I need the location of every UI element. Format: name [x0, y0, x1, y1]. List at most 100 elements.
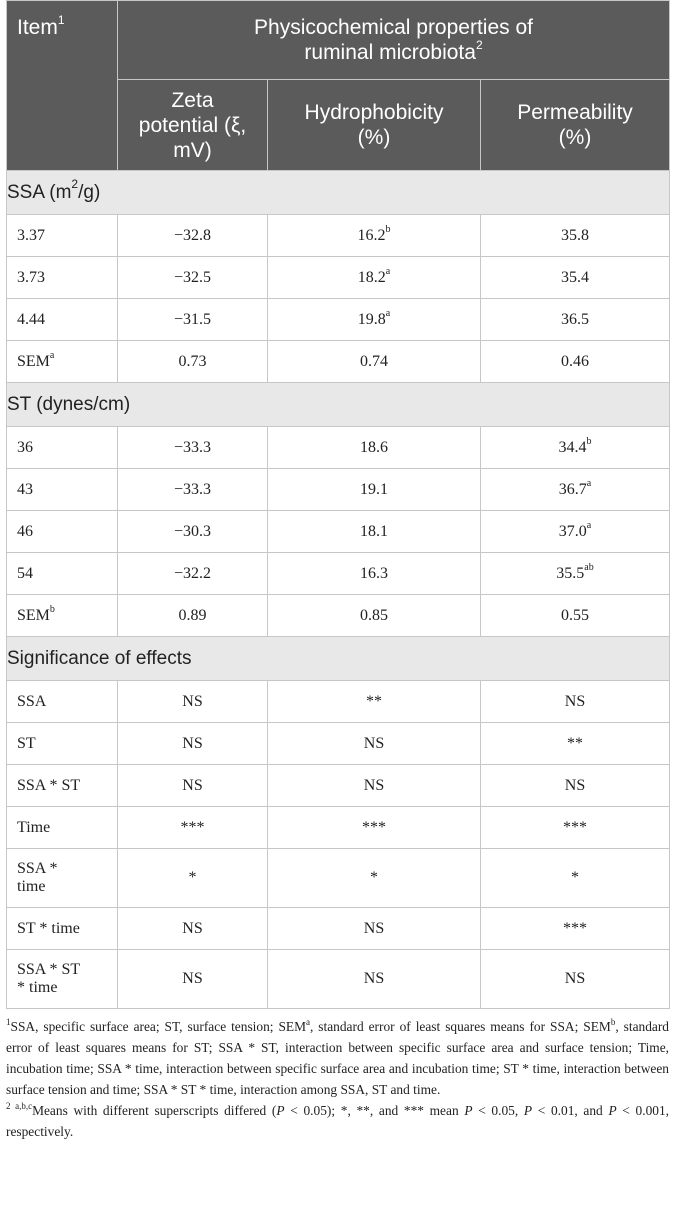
sig-zeta-cell: *** [117, 806, 268, 849]
st-zeta-cell: −32.2 [117, 552, 268, 595]
table-row: SEMa 0.73 0.74 0.46 [6, 340, 671, 383]
st-zeta-cell-value: −33.3 [173, 480, 212, 498]
sig-perm-cell: ** [479, 722, 671, 765]
sig-row-label-value: SSA * ST * time [17, 961, 80, 996]
ssa-zeta-cell-value: −32.8 [173, 226, 212, 244]
sig-row-label-value: SSA * time [17, 860, 58, 895]
st-zeta-cell: 0.89 [117, 594, 268, 637]
sig-zeta-cell-value: NS [182, 734, 203, 752]
header-item-sup: 1 [57, 13, 65, 27]
sig-zeta-cell: NS [117, 949, 268, 1009]
st-hydro-cell: 18.6 [267, 426, 481, 469]
table-row: 4.44 −31.5 19.8a 36.5 [6, 298, 671, 341]
st-perm-cell-value: 0.55 [561, 606, 590, 624]
ssa-row-label: 4.44 [6, 298, 118, 341]
st-row-label-value: 43 [17, 480, 33, 498]
ssa-zeta-cell-value: −31.5 [173, 310, 212, 328]
st-zeta-cell-value: −32.2 [173, 564, 212, 582]
sig-perm-cell: *** [479, 907, 671, 950]
footnote-1-mark: 1 [6, 1016, 11, 1027]
sig-zeta-cell-value: NS [182, 776, 203, 794]
section-st-text: ST (dynes/cm) [7, 393, 131, 415]
sig-hydro-cell: NS [267, 949, 481, 1009]
st-perm-cell: 35.5ab [479, 552, 671, 595]
table-footnotes: 1SSA, specific surface area; ST, surface… [6, 1016, 669, 1142]
st-row-label: 43 [6, 468, 118, 511]
ssa-row-label: 3.37 [6, 214, 118, 257]
footnote-2: 2 a,b,cMeans with different superscripts… [6, 1100, 669, 1142]
sig-perm-cell: NS [479, 680, 671, 723]
table-row: SSA * ST * time NS NS NS [6, 949, 671, 1009]
st-row-label-value: 46 [17, 522, 33, 540]
sig-hydro-cell: ** [267, 680, 481, 723]
footnote-2-text-b: < 0.05); *, **, and *** mean [284, 1103, 465, 1118]
ssa-perm-cell-value: 0.46 [561, 352, 590, 370]
sig-perm-cell-value: ** [567, 734, 584, 752]
table-row: ST NS NS ** [6, 722, 671, 765]
sig-zeta-cell: NS [117, 722, 268, 765]
table-row: SSA * time * * * [6, 848, 671, 908]
st-row-label: SEMb [6, 594, 118, 637]
sig-row-label-value: ST [17, 734, 36, 752]
ssa-zeta-cell: −32.8 [117, 214, 268, 257]
sig-perm-cell: NS [479, 949, 671, 1009]
ssa-perm-cell-value: 35.8 [561, 226, 590, 244]
sig-row-label: ST [6, 722, 118, 765]
st-hydro-cell-value: 16.3 [360, 564, 388, 582]
sig-perm-cell-value: *** [563, 818, 588, 836]
table-row: 54 −32.2 16.3 35.5ab [6, 552, 671, 595]
sig-zeta-cell: NS [117, 907, 268, 950]
ssa-hydro-cell-value: 16.2 [357, 226, 386, 244]
sig-perm-cell-value: *** [563, 919, 588, 937]
footnote-2-mark: 2 a,b,c [6, 1100, 33, 1111]
ssa-hydro-cell-value: 19.8 [357, 310, 386, 328]
footnote-1-text-c: , standard error of least squares means … [6, 1019, 669, 1097]
ssa-hydro-cell-sup: a [385, 308, 391, 320]
st-perm-cell-sup: b [586, 436, 592, 448]
st-hydro-cell: 0.85 [267, 594, 481, 637]
sig-row-label: ST * time [6, 907, 118, 950]
st-perm-cell-value: 35.5 [556, 564, 585, 582]
sig-zeta-cell: * [117, 848, 268, 908]
sig-row-label: SSA * time [6, 848, 118, 908]
header-row-top: Item1 Physicochemical properties of rumi… [6, 0, 671, 171]
st-hydro-cell: 18.1 [267, 510, 481, 553]
st-perm-cell-sup: ab [584, 562, 594, 574]
sig-hydro-cell-value: NS [363, 734, 385, 752]
ssa-zeta-cell: −31.5 [117, 298, 268, 341]
ssa-row-label-value: 3.73 [17, 268, 45, 286]
st-perm-cell: 37.0a [479, 510, 671, 553]
footnote-1-sup-a: a [305, 1016, 310, 1027]
sig-perm-cell: * [479, 848, 671, 908]
st-zeta-cell: −30.3 [117, 510, 268, 553]
header-col-perm: Permeability (%) [479, 79, 671, 171]
sig-perm-cell-value: NS [564, 970, 586, 987]
ssa-row-label-value: SEM [17, 352, 50, 370]
st-perm-cell: 34.4b [479, 426, 671, 469]
table-row: SEMb 0.89 0.85 0.55 [6, 594, 671, 637]
ssa-hydro-cell-sup: b [385, 224, 391, 236]
sig-perm-cell: NS [479, 764, 671, 807]
section-row-st: ST (dynes/cm) [5, 382, 671, 427]
ssa-row-label-value: 4.44 [17, 310, 45, 328]
sig-hydro-cell-value: NS [363, 970, 385, 987]
st-row-label-value: 36 [17, 438, 33, 456]
header-group: Physicochemical properties of ruminal mi… [116, 0, 671, 80]
ssa-perm-cell: 36.5 [479, 298, 671, 341]
ssa-perm-cell-value: 35.4 [561, 268, 590, 286]
section-title-sig: Significance of effects [5, 636, 671, 681]
st-hydro-cell-value: 19.1 [360, 480, 388, 498]
sig-hydro-cell: *** [267, 806, 481, 849]
st-zeta-cell: −33.3 [117, 468, 268, 511]
ssa-zeta-cell-value: 0.73 [178, 352, 207, 370]
sig-zeta-cell-value: NS [182, 919, 203, 937]
ssa-hydro-cell-sup: a [385, 266, 391, 278]
st-row-label-value: 54 [17, 564, 33, 582]
section-ssa-sup: 2 [71, 177, 79, 192]
ssa-hydro-cell: 16.2b [267, 214, 481, 257]
sig-row-label: SSA [6, 680, 118, 723]
header-col-zeta: Zeta potential (ξ, mV) [117, 79, 268, 171]
ssa-hydro-cell-value: 18.2 [357, 268, 386, 286]
section-title-ssa: SSA (m2/g) [5, 170, 671, 215]
footnote-2-p2: P [464, 1103, 473, 1118]
